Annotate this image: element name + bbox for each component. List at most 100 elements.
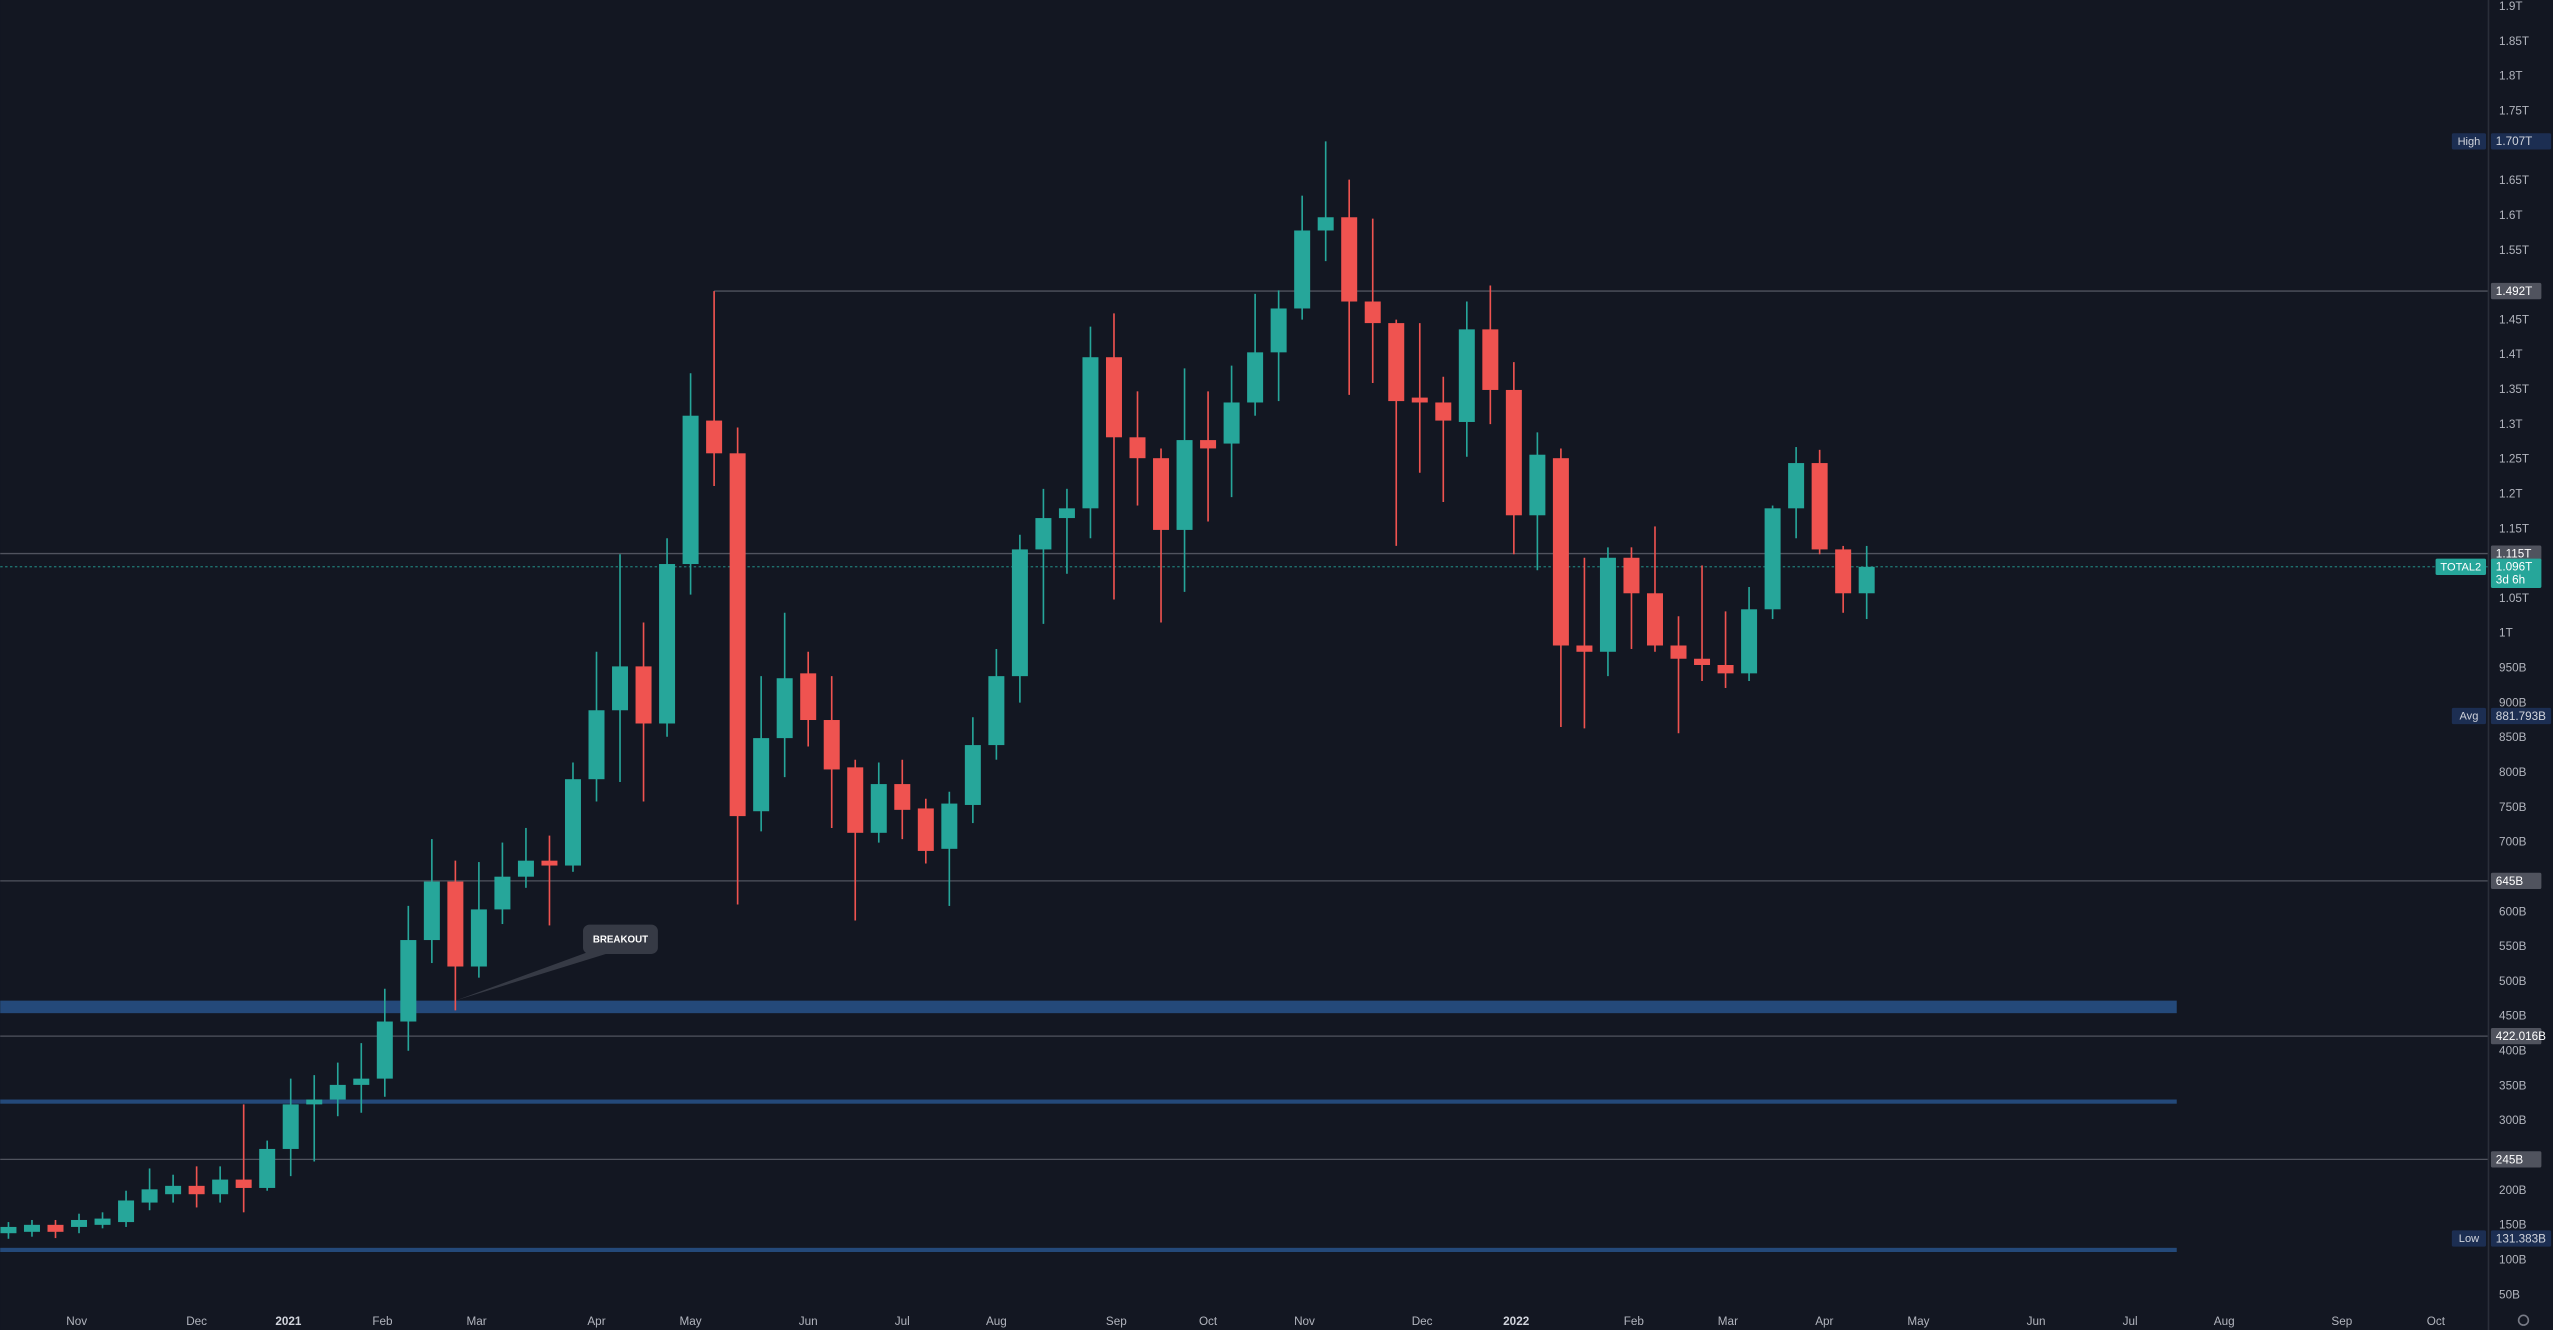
- candle-body: [917, 808, 934, 851]
- price-tag: [2490, 707, 2552, 725]
- candle-body: [494, 876, 511, 910]
- x-tick-label: 2022: [1503, 1315, 1530, 1328]
- candle-body: [376, 1021, 393, 1079]
- current-price-label: 1.096T: [2496, 561, 2532, 574]
- settings-icon[interactable]: [2517, 1314, 2530, 1326]
- candle-body: [400, 940, 417, 1022]
- y-tick-label: 500B: [2499, 975, 2527, 988]
- x-tick-label: Sep: [1106, 1315, 1127, 1328]
- candle-body: [1764, 508, 1781, 610]
- candle-body: [541, 860, 558, 866]
- candle-body: [1341, 217, 1358, 302]
- candle-body: [23, 1224, 40, 1232]
- candle-body: [564, 779, 581, 866]
- x-tick-label: Apr: [587, 1315, 605, 1328]
- settings-gear[interactable]: [2517, 1314, 2530, 1326]
- y-tick-label: 1.85T: [2499, 35, 2529, 48]
- x-tick-label: Dec: [186, 1315, 207, 1328]
- candle-body: [1788, 463, 1805, 509]
- y-tick-label: 1.3T: [2499, 418, 2522, 431]
- support-zone: [0, 1099, 2177, 1104]
- candle-body: [1388, 323, 1405, 402]
- candle-body: [1482, 329, 1499, 390]
- current-countdown: 3d 6h: [2496, 574, 2525, 587]
- x-tick-label: Sep: [2331, 1315, 2352, 1328]
- price-tag-name: Avg: [2460, 711, 2479, 723]
- y-tick-label: 800B: [2499, 766, 2527, 779]
- candle-body: [1694, 658, 1711, 665]
- candle-body: [588, 710, 605, 780]
- candle-body: [470, 909, 487, 967]
- candle-body: [1505, 389, 1522, 516]
- y-tick-label: 1.6T: [2499, 209, 2522, 222]
- candle-body: [423, 881, 440, 941]
- y-tick-label: 450B: [2499, 1010, 2527, 1023]
- support-zones: [0, 1000, 2177, 1253]
- candle-body: [635, 666, 652, 724]
- y-tick-label: 1.65T: [2499, 174, 2529, 187]
- candle-body: [1576, 645, 1593, 652]
- y-tick-label: 1.25T: [2499, 453, 2529, 466]
- y-tick-label: 300B: [2499, 1114, 2527, 1127]
- candle-body: [1058, 508, 1075, 519]
- candle-body: [682, 415, 699, 565]
- price-tag: [2490, 133, 2552, 150]
- x-tick-label: Jul: [895, 1315, 910, 1328]
- x-tick-label: Jun: [799, 1315, 818, 1328]
- candle-body: [188, 1185, 205, 1195]
- candle-body: [259, 1148, 276, 1188]
- candle-body: [823, 720, 840, 770]
- candle-body: [1623, 557, 1640, 594]
- level-tag-label: 245B: [2496, 1153, 2524, 1166]
- y-tick-label: 1.55T: [2499, 244, 2529, 257]
- x-tick-label: Mar: [466, 1315, 486, 1328]
- y-tick-label: 400B: [2499, 1045, 2527, 1058]
- candle-body: [729, 453, 746, 817]
- candle-body: [1270, 308, 1287, 353]
- y-tick-label: 1.4T: [2499, 348, 2522, 361]
- candle-body: [706, 420, 723, 454]
- candle-body: [1435, 402, 1452, 421]
- candle-body: [988, 676, 1005, 746]
- support-zone: [0, 1000, 2177, 1014]
- candle-body: [447, 881, 464, 967]
- level-tag: [2490, 1027, 2542, 1045]
- candle-body: [1364, 301, 1381, 324]
- candle-body: [964, 745, 981, 805]
- x-tick-label: Jun: [2027, 1315, 2046, 1328]
- candle-body: [941, 803, 958, 849]
- candle-body: [1552, 458, 1569, 646]
- candle-body: [306, 1099, 323, 1105]
- y-tick-label: 350B: [2499, 1079, 2527, 1092]
- candle-body: [1082, 357, 1099, 509]
- y-tick-label: 1.45T: [2499, 313, 2529, 326]
- candle-body: [847, 767, 864, 833]
- candle-body: [235, 1179, 252, 1188]
- candle-body: [659, 564, 676, 724]
- candle-body: [1858, 566, 1875, 594]
- price-tag-label: 1.707T: [2496, 135, 2532, 148]
- y-tick-label: 1.05T: [2499, 592, 2529, 605]
- y-tick-label: 100B: [2499, 1253, 2527, 1266]
- y-tick-label: 150B: [2499, 1219, 2527, 1232]
- candle-body: [800, 673, 817, 721]
- y-tick-label: 1.2T: [2499, 487, 2522, 500]
- level-tag: [2490, 872, 2542, 890]
- x-tick-label: May: [680, 1315, 702, 1328]
- candle-body: [1646, 593, 1663, 646]
- level-tag: [2490, 282, 2542, 300]
- current-name-box: [2435, 558, 2487, 575]
- level-tag-label: 1.492T: [2496, 285, 2532, 298]
- y-tick-label: 750B: [2499, 801, 2527, 814]
- y-tick-label: 850B: [2499, 731, 2527, 744]
- candle-body: [1153, 458, 1170, 530]
- price-tag-name: High: [2458, 136, 2481, 148]
- candle-body: [1741, 609, 1758, 674]
- x-tick-label: Jul: [2123, 1315, 2138, 1328]
- candle-body: [1129, 437, 1146, 459]
- y-tick-label: 1.35T: [2499, 383, 2529, 396]
- y-tick-label: 550B: [2499, 940, 2527, 953]
- x-tick-label: Aug: [2214, 1315, 2235, 1328]
- candle-body: [1599, 557, 1616, 652]
